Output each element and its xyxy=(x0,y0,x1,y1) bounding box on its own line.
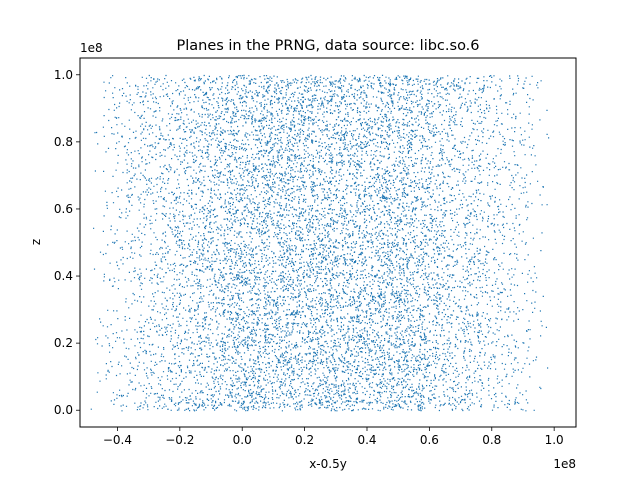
x-tick-label: 0.6 xyxy=(420,433,439,447)
points-layer xyxy=(90,74,550,412)
x-tick-label: 1.0 xyxy=(545,433,564,447)
scatter-points xyxy=(90,74,550,412)
x-axis-label: x-0.5y xyxy=(309,457,347,471)
x-tick-label: −0.2 xyxy=(165,433,194,447)
x-axis-offset-label: 1e8 xyxy=(553,457,576,471)
y-tick-label: 0.8 xyxy=(54,135,73,149)
x-tick-label: 0.0 xyxy=(233,433,252,447)
x-tick-label: 0.8 xyxy=(482,433,501,447)
y-tick-label: 0.2 xyxy=(54,336,73,350)
y-tick-label: 0.0 xyxy=(54,403,73,417)
plot-frame xyxy=(79,57,577,428)
y-tick-label: 1.0 xyxy=(54,68,73,82)
chart-title: Planes in the PRNG, data source: libc.so… xyxy=(176,38,479,54)
x-tick-label: 0.4 xyxy=(357,433,376,447)
y-axis-offset-label: 1e8 xyxy=(80,41,103,55)
y-tick-label: 0.6 xyxy=(54,202,73,216)
x-tick-label: −0.4 xyxy=(103,433,132,447)
y-axis-label: z xyxy=(29,239,43,245)
y-axis-ticks: 0.0 0.2 0.4 0.6 0.8 1.0 xyxy=(54,68,80,417)
x-axis-ticks: −0.4 −0.2 0.0 0.2 0.4 0.6 0.8 1.0 xyxy=(103,427,564,447)
x-tick-label: 0.2 xyxy=(295,433,314,447)
y-tick-label: 0.4 xyxy=(54,269,73,283)
